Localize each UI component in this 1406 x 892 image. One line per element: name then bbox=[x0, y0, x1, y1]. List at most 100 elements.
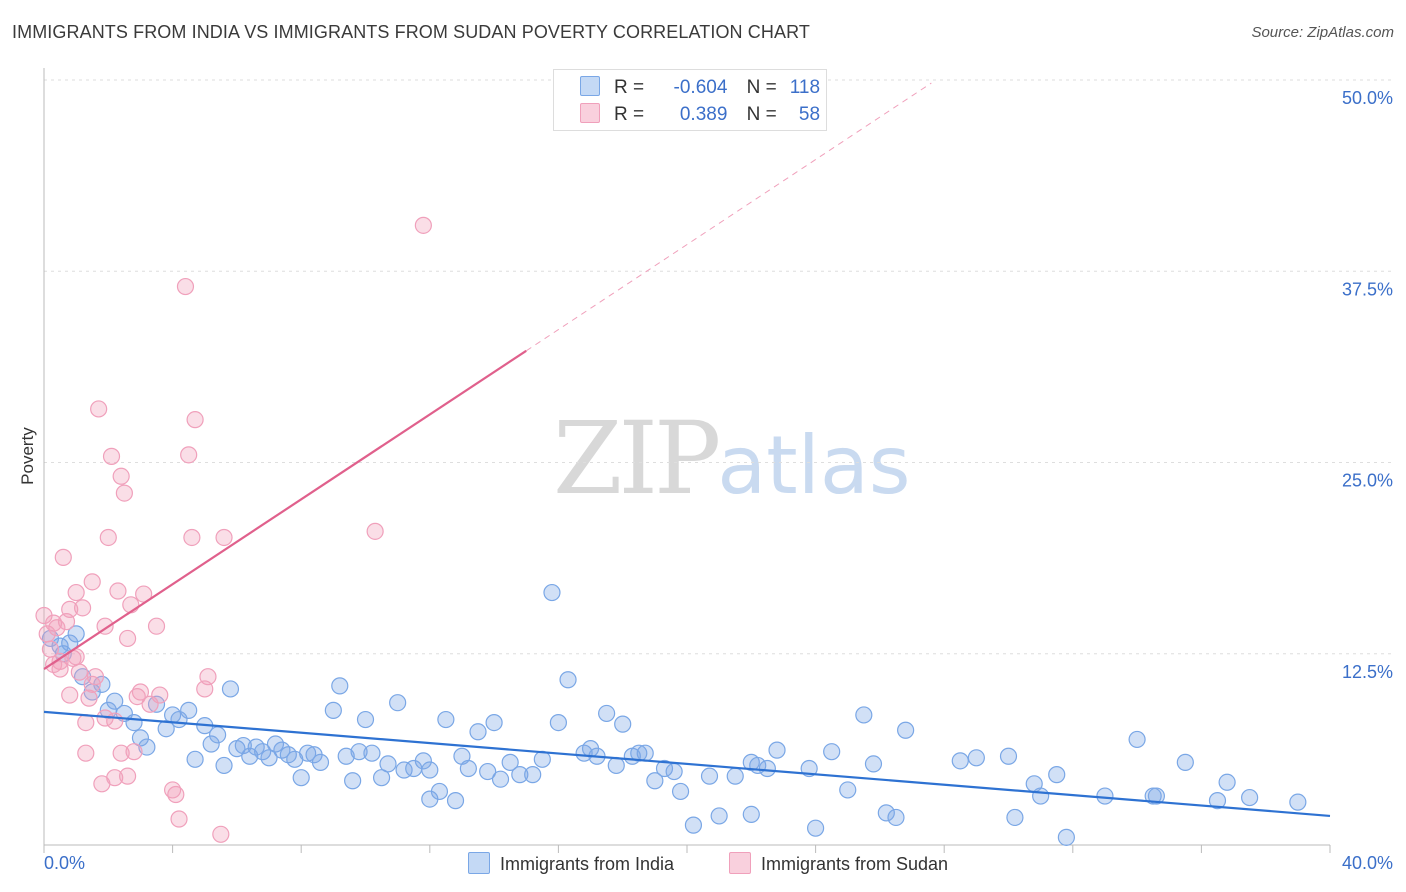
india-point-96 bbox=[887, 808, 905, 827]
sudan-point-55 bbox=[118, 767, 137, 785]
india-point-31 bbox=[266, 735, 285, 753]
sudan-point-21 bbox=[102, 447, 121, 465]
india-point-12 bbox=[131, 729, 150, 747]
sudan-point-44 bbox=[215, 528, 233, 547]
india-point-116 bbox=[630, 744, 648, 762]
india-point-98 bbox=[951, 752, 969, 770]
india-point-11 bbox=[125, 713, 143, 732]
watermark: ZIPatlas bbox=[553, 400, 911, 517]
sudan-point-53 bbox=[45, 614, 63, 632]
correlation-legend: R = -0.604 N = 118 R = 0.389 N = 58 bbox=[553, 69, 827, 131]
sudan-point-39 bbox=[183, 528, 201, 547]
india-point-79 bbox=[665, 762, 683, 781]
sudan-point-45 bbox=[366, 522, 384, 540]
sudan-point-43 bbox=[212, 825, 230, 843]
india-point-115 bbox=[758, 759, 776, 778]
sudan-point-30 bbox=[131, 683, 150, 701]
y-tick-label-1: 25.0% bbox=[1342, 471, 1393, 491]
india-point-107 bbox=[1128, 730, 1146, 749]
bottom-legend-india: Immigrants from India bbox=[468, 852, 674, 875]
india-point-18 bbox=[180, 701, 198, 719]
india-point-104 bbox=[1048, 766, 1066, 784]
india-point-105 bbox=[1057, 828, 1075, 846]
sudan-point-4 bbox=[48, 619, 66, 637]
india-point-67 bbox=[549, 713, 568, 732]
india-point-42 bbox=[344, 772, 362, 790]
sudan-points bbox=[35, 216, 432, 843]
india-point-57 bbox=[459, 759, 477, 778]
legend-row-india: R = -0.604 N = 118 bbox=[580, 76, 820, 99]
sudan-point-13 bbox=[77, 713, 95, 732]
india-point-60 bbox=[485, 713, 503, 732]
sudan-point-23 bbox=[109, 582, 127, 600]
india-point-101 bbox=[1006, 808, 1024, 827]
sudan-point-24 bbox=[112, 467, 130, 485]
india-point-90 bbox=[806, 819, 825, 837]
india-point-4 bbox=[67, 625, 85, 643]
sudan-point-14 bbox=[80, 689, 98, 707]
india-point-103 bbox=[1032, 787, 1050, 805]
sudan-point-27 bbox=[122, 596, 140, 614]
sudan-trend-extension bbox=[525, 82, 932, 352]
india-point-92 bbox=[839, 781, 857, 799]
sudan-point-32 bbox=[147, 617, 166, 635]
india-point-38 bbox=[311, 753, 330, 771]
india-legend-swatch bbox=[468, 852, 490, 874]
india-point-48 bbox=[389, 694, 407, 712]
india-r-value: -0.604 bbox=[673, 77, 728, 98]
sudan-trend-line bbox=[43, 349, 527, 670]
india-point-52 bbox=[421, 761, 439, 779]
india-point-110 bbox=[1176, 753, 1194, 771]
sudan-point-38 bbox=[180, 446, 198, 464]
sudan-point-10 bbox=[67, 583, 85, 602]
india-point-44 bbox=[356, 710, 375, 729]
y-tick-label-0: 12.5% bbox=[1342, 662, 1393, 682]
india-point-54 bbox=[437, 710, 455, 729]
india-point-112 bbox=[1218, 773, 1236, 791]
india-point-63 bbox=[511, 766, 529, 784]
sudan-point-28 bbox=[125, 743, 143, 761]
x-tick-label-max: 40.0% bbox=[1342, 853, 1393, 873]
sudan-point-56 bbox=[51, 660, 69, 678]
india-point-109 bbox=[1147, 787, 1165, 805]
india-point-95 bbox=[877, 804, 895, 822]
india-point-45 bbox=[363, 744, 381, 762]
india-point-43 bbox=[350, 743, 368, 761]
watermark-zip: ZIP bbox=[553, 400, 721, 517]
sudan-n-label: N = bbox=[746, 104, 777, 125]
sudan-point-51 bbox=[141, 695, 159, 713]
sudan-point-29 bbox=[128, 687, 146, 706]
bottom-legend-sudan: Immigrants from Sudan bbox=[729, 852, 948, 875]
india-n-label: N = bbox=[746, 77, 777, 98]
india-point-51 bbox=[414, 752, 432, 770]
sudan-point-6 bbox=[54, 548, 72, 566]
india-point-46 bbox=[372, 769, 391, 787]
sudan-point-17 bbox=[90, 400, 108, 418]
y-axis-label: Poverty bbox=[18, 427, 37, 485]
sudan-r-value: 0.389 bbox=[679, 104, 728, 125]
india-point-97 bbox=[897, 721, 915, 739]
india-point-61 bbox=[491, 770, 510, 788]
india-point-93 bbox=[855, 706, 873, 724]
india-point-88 bbox=[768, 741, 786, 759]
india-point-113 bbox=[1241, 788, 1259, 807]
sudan-point-36 bbox=[170, 810, 188, 828]
india-point-35 bbox=[292, 769, 310, 787]
tick-labels: 12.5% 25.0% 37.5% 50.0% 0.0% 40.0% bbox=[44, 88, 1393, 873]
india-point-84 bbox=[726, 767, 744, 785]
india-point-24 bbox=[221, 680, 240, 698]
india-point-19 bbox=[186, 750, 204, 768]
sudan-point-8 bbox=[61, 600, 79, 618]
y-tick-label-2: 37.5% bbox=[1342, 279, 1393, 299]
trend-lines bbox=[43, 82, 1331, 818]
india-point-100 bbox=[999, 747, 1018, 765]
sudan-point-42 bbox=[199, 668, 217, 686]
sudan-point-49 bbox=[61, 686, 79, 704]
india-point-9 bbox=[106, 692, 124, 710]
y-tick-label-3: 50.0% bbox=[1342, 88, 1393, 108]
sudan-point-34 bbox=[164, 781, 182, 799]
india-legend-label: Immigrants from India bbox=[500, 854, 675, 874]
india-swatch bbox=[580, 76, 600, 96]
sudan-point-25 bbox=[115, 484, 133, 502]
